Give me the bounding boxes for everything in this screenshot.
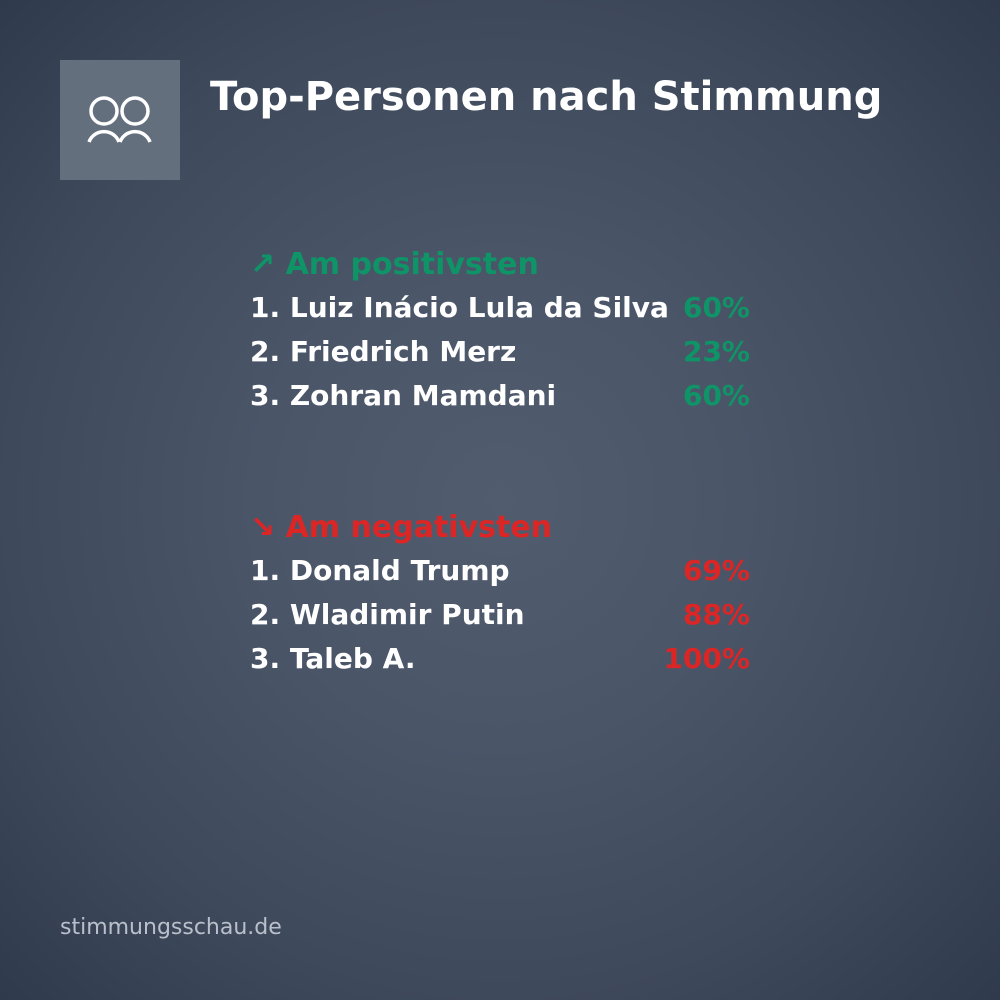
sentiment-value: 100% — [663, 642, 750, 675]
sentiment-value: 60% — [682, 291, 750, 324]
person-name: 1. Luiz Inácio Lula da Silva — [250, 291, 669, 324]
negative-heading: ↘ Am negativsten — [250, 507, 750, 549]
footer-site: stimmungsschau.de — [60, 915, 282, 940]
list-item: 3. Zohran Mamdani 60% — [250, 374, 750, 418]
page-title: Top-Personen nach Stimmung — [210, 74, 883, 120]
person-name: 3. Zohran Mamdani — [250, 379, 557, 412]
person-name: 1. Donald Trump — [250, 554, 510, 587]
negative-heading-label: Am negativsten — [285, 510, 553, 545]
logo-box — [60, 60, 180, 180]
positive-heading-label: Am positivsten — [285, 247, 539, 282]
people-icon — [87, 96, 152, 143]
trend-up-icon: ↗ — [250, 247, 276, 282]
sentiment-value: 23% — [682, 335, 750, 368]
positive-section: ↗ Am positivsten 1. Luiz Inácio Lula da … — [250, 244, 750, 418]
list-item: 3. Taleb A. 100% — [250, 637, 750, 681]
positive-heading: ↗ Am positivsten — [250, 244, 750, 286]
person-name: 3. Taleb A. — [250, 642, 416, 675]
list-item: 1. Luiz Inácio Lula da Silva 60% — [250, 286, 750, 330]
list-item: 2. Friedrich Merz 23% — [250, 330, 750, 374]
trend-down-icon: ↘ — [250, 510, 276, 545]
list-item: 2. Wladimir Putin 88% — [250, 593, 750, 637]
list-item: 1. Donald Trump 69% — [250, 549, 750, 593]
negative-section: ↘ Am negativsten 1. Donald Trump 69% 2. … — [250, 507, 750, 681]
sentiment-value: 69% — [682, 554, 750, 587]
person-name: 2. Wladimir Putin — [250, 598, 525, 631]
sentiment-value: 60% — [682, 379, 750, 412]
sentiment-value: 88% — [682, 598, 750, 631]
person-name: 2. Friedrich Merz — [250, 335, 517, 368]
